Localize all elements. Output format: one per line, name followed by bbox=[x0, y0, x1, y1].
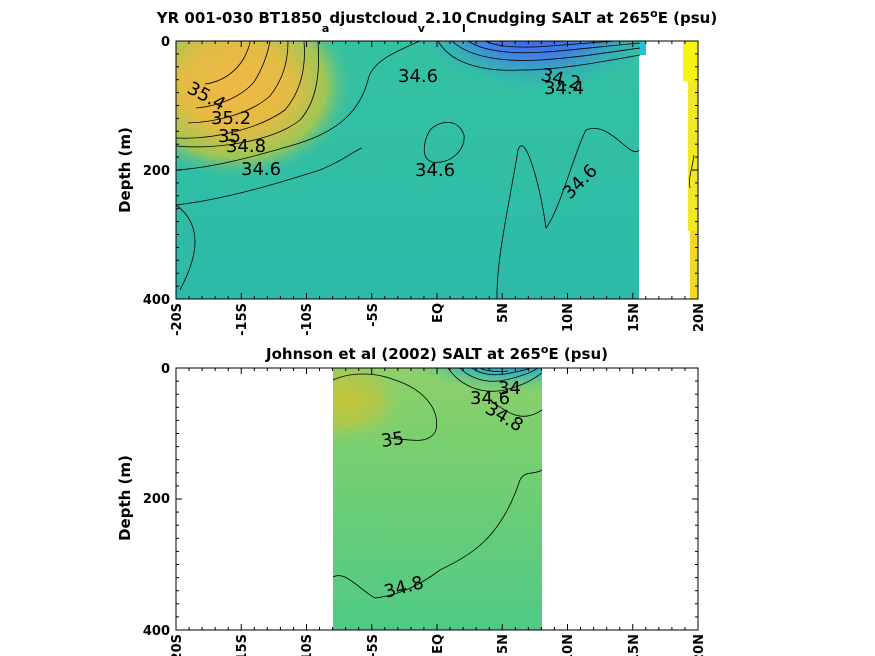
x-tick-label: EQ bbox=[431, 303, 446, 323]
contour-label: 34.6 bbox=[415, 160, 455, 181]
x-tick-label: -20S bbox=[170, 634, 185, 656]
x-tick-label: -20S bbox=[170, 303, 185, 336]
contour-label: 35 bbox=[218, 126, 241, 147]
x-tick-label: -5S bbox=[366, 634, 381, 656]
x-tick-label: -15S bbox=[235, 634, 250, 656]
x-tick-label: 15N bbox=[627, 634, 642, 656]
y-axis-label-1: Depth (m) bbox=[116, 127, 134, 213]
x-axis-ticks-2 bbox=[175, 368, 699, 630]
contour-label: 34.6 bbox=[470, 388, 510, 409]
contour-label: 34 bbox=[498, 378, 521, 399]
y-axis-ticks-1 bbox=[176, 40, 698, 300]
y-tick-label: 0 bbox=[161, 35, 170, 50]
x-tick-label: EQ bbox=[431, 634, 446, 654]
contour-lines-2 bbox=[333, 368, 542, 599]
y-axis-ticks-2 bbox=[176, 367, 698, 631]
x-tick-label: 5N bbox=[496, 303, 511, 323]
x-tick-label: 10N bbox=[561, 634, 576, 656]
x-tick-label: 5N bbox=[496, 634, 511, 654]
x-tick-labels-2: -20S -15S -10S -5S EQ 5N 10N 15N 20N bbox=[170, 634, 707, 656]
y-tick-label: 200 bbox=[143, 492, 170, 507]
axes-2: 0 200 400 Depth (m) -20S -15S -10S -5S E… bbox=[116, 362, 707, 656]
x-tick-labels-1: -20S -15S -10S -5S EQ 5N 10N 15N 20N bbox=[170, 303, 707, 336]
y-tick-label: 400 bbox=[143, 293, 170, 308]
contour-label: 34.6 bbox=[398, 66, 438, 87]
contour-label: 34.8 bbox=[226, 136, 266, 157]
axes-1: 0 200 400 Depth (m) -20S -15S -10S -5S E… bbox=[116, 35, 707, 336]
chart-title-1: YR 001-030 BT1850adjustcloudv2.10lCnudgi… bbox=[156, 7, 717, 35]
contour-lines-1 bbox=[176, 41, 695, 299]
x-tick-label: -10S bbox=[300, 634, 315, 656]
chart-panel-2: Johnson et al (2002) SALT at 265oE (psu)… bbox=[116, 343, 707, 656]
contour-label: 35.2 bbox=[211, 108, 251, 129]
y-tick-label: 0 bbox=[161, 362, 170, 377]
contour-label: 35 bbox=[380, 428, 406, 452]
x-tick-label: 20N bbox=[692, 303, 707, 332]
x-tick-label: -10S bbox=[300, 303, 315, 336]
x-tick-label: -15S bbox=[235, 303, 250, 336]
x-tick-label: 20N bbox=[692, 634, 707, 656]
y-tick-label: 400 bbox=[143, 624, 170, 639]
x-axis-ticks-1 bbox=[175, 41, 699, 299]
contour-label: 34.6 bbox=[241, 159, 281, 180]
chart-title-2: Johnson et al (2002) SALT at 265oE (psu) bbox=[265, 343, 608, 363]
x-tick-label: 15N bbox=[627, 303, 642, 332]
y-axis-label-2: Depth (m) bbox=[116, 455, 134, 541]
x-tick-label: -5S bbox=[366, 303, 381, 327]
x-tick-label: 10N bbox=[561, 303, 576, 332]
y-tick-label: 200 bbox=[143, 164, 170, 179]
chart-panel-1: YR 001-030 BT1850adjustcloudv2.10lCnudgi… bbox=[116, 7, 717, 336]
contour-label: 34.4 bbox=[544, 78, 584, 99]
